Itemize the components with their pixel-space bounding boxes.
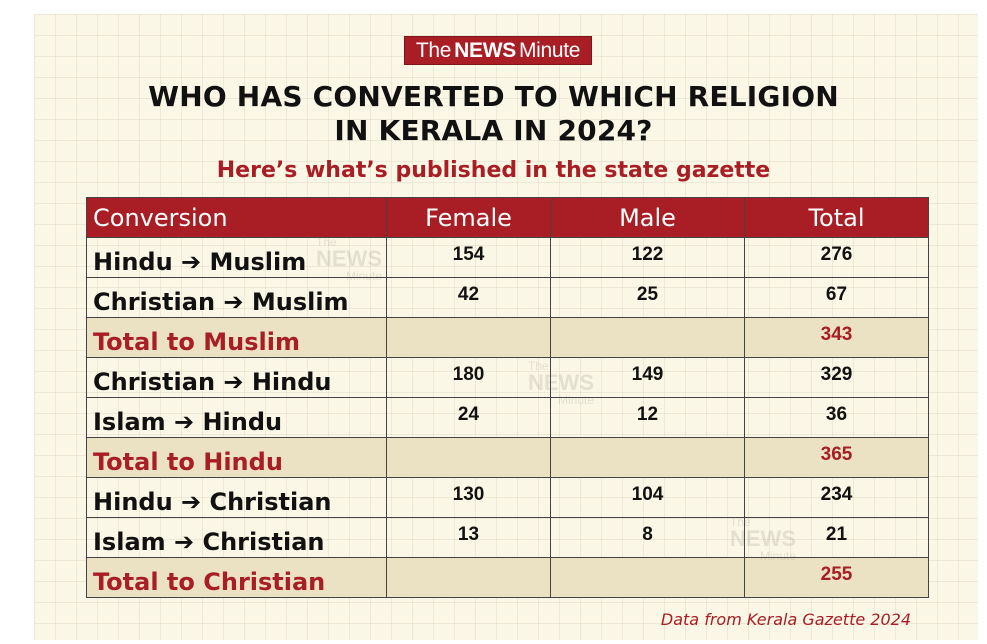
row-label: Christian ➔ Hindu: [86, 357, 387, 398]
male-value: 149: [550, 357, 745, 398]
header-female: Female: [386, 197, 551, 238]
row-label: Islam ➔ Christian: [86, 517, 387, 558]
row-label: Christian ➔ Muslim: [86, 277, 387, 318]
male-value: 122: [550, 237, 745, 278]
row-label: Total to Hindu: [86, 437, 387, 478]
row-label: Hindu ➔ Christian: [86, 477, 387, 518]
total-value: 234: [744, 477, 929, 518]
total-value: 36: [744, 397, 929, 438]
page-title: WHO HAS CONVERTED TO WHICH RELIGION IN K…: [60, 80, 927, 148]
table-row-total: Total to Hindu 365: [86, 437, 929, 478]
table-row: Islam ➔ Christian 13 8 21: [86, 517, 929, 558]
female-value: [386, 317, 551, 358]
total-value: 343: [744, 317, 929, 358]
table-row-total: Total to Christian 255: [86, 557, 929, 598]
header-male: Male: [550, 197, 745, 238]
logo-the: The: [415, 38, 452, 62]
male-value: [550, 557, 745, 598]
tnm-logo: The NEWS Minute: [404, 36, 592, 65]
female-value: [386, 437, 551, 478]
table-row: Hindu ➔ Christian 130 104 234: [86, 477, 929, 518]
source-note: Data from Kerala Gazette 2024: [660, 610, 911, 629]
title-line-1: WHO HAS CONVERTED TO WHICH RELIGION: [148, 80, 839, 113]
male-value: [550, 437, 745, 478]
female-value: [386, 557, 551, 598]
total-value: 365: [744, 437, 929, 478]
female-value: 42: [386, 277, 551, 318]
male-value: 104: [550, 477, 745, 518]
male-value: [550, 317, 745, 358]
logo-news: NEWS: [454, 38, 516, 62]
header-total: Total: [744, 197, 929, 238]
female-value: 13: [386, 517, 551, 558]
female-value: 130: [386, 477, 551, 518]
male-value: 25: [550, 277, 745, 318]
subtitle: Here’s what’s published in the state gaz…: [216, 158, 771, 183]
table-header-row: Conversion Female Male Total: [86, 197, 929, 238]
female-value: 180: [386, 357, 551, 398]
female-value: 154: [386, 237, 551, 278]
total-value: 255: [744, 557, 929, 598]
female-value: 24: [386, 397, 551, 438]
logo-minute: Minute: [518, 38, 581, 62]
title-line-2: IN KERALA IN 2024?: [334, 114, 653, 147]
row-label: Islam ➔ Hindu: [86, 397, 387, 438]
total-value: 21: [744, 517, 929, 558]
total-value: 329: [744, 357, 929, 398]
row-label: Total to Christian: [86, 557, 387, 598]
male-value: 12: [550, 397, 745, 438]
table-row: Islam ➔ Hindu 24 12 36: [86, 397, 929, 438]
table-row: Christian ➔ Muslim 42 25 67: [86, 277, 929, 318]
row-label: Total to Muslim: [86, 317, 387, 358]
table-row-total: Total to Muslim 343: [86, 317, 929, 358]
table-row: Christian ➔ Hindu 180 149 329: [86, 357, 929, 398]
row-label: Hindu ➔ Muslim: [86, 237, 387, 278]
total-value: 67: [744, 277, 929, 318]
header-conversion: Conversion: [86, 197, 387, 238]
total-value: 276: [744, 237, 929, 278]
male-value: 8: [550, 517, 745, 558]
conversion-table: Conversion Female Male Total Hindu ➔ Mus…: [86, 197, 929, 598]
table-row: Hindu ➔ Muslim 154 122 276: [86, 237, 929, 278]
